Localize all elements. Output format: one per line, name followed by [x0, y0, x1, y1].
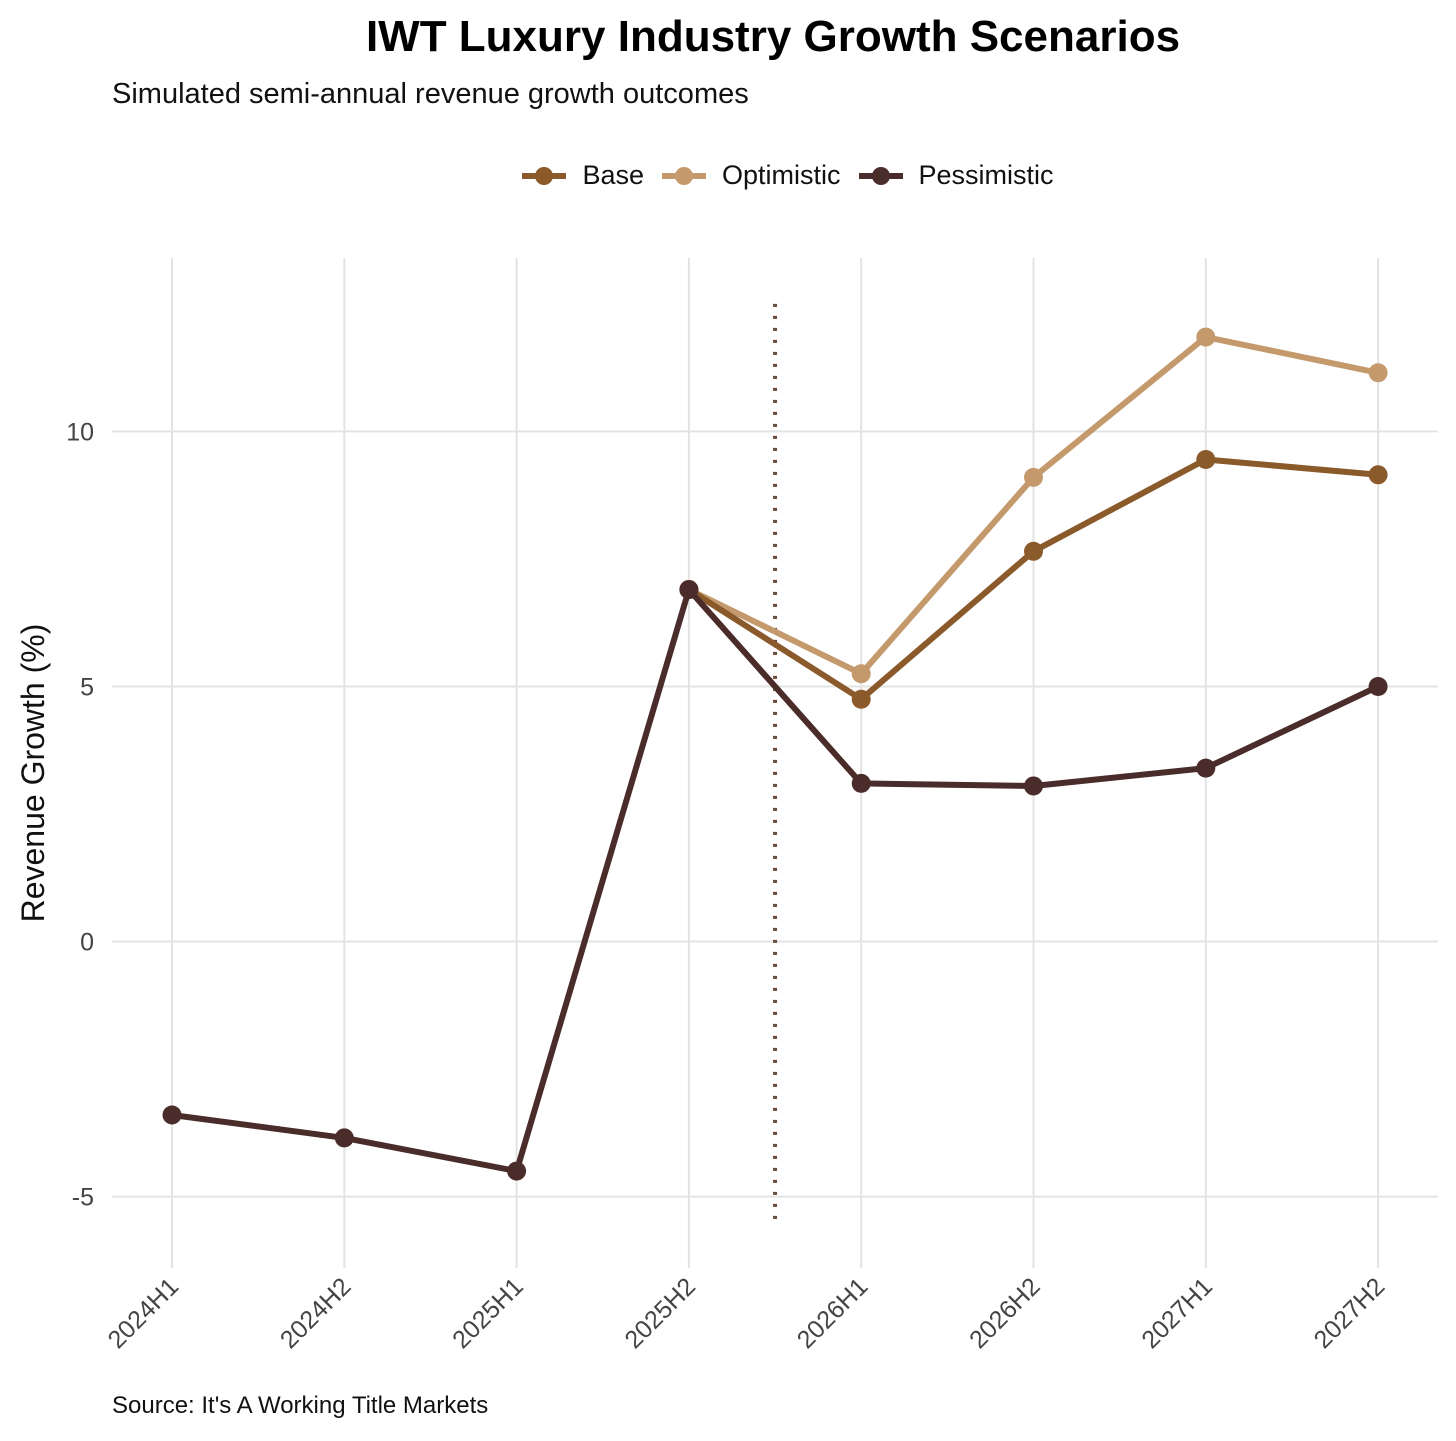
data-point-optimistic — [851, 664, 871, 684]
y-tick-label: -5 — [72, 1184, 94, 1212]
data-point-pessimistic — [1196, 758, 1216, 778]
data-point-base — [1024, 541, 1043, 561]
data-point-optimistic — [1368, 363, 1388, 383]
data-point-base — [1196, 449, 1216, 469]
data-point-pessimistic — [679, 580, 699, 600]
data-point-optimistic — [1196, 327, 1216, 347]
data-point-pessimistic — [851, 773, 871, 793]
legend-item-pessimistic: Pessimistic — [857, 160, 1054, 191]
x-tick-label: 2026H2 — [964, 1272, 1046, 1354]
chart-subtitle: Simulated semi-annual revenue growth out… — [112, 78, 749, 110]
chart-title: IWT Luxury Industry Growth Scenarios — [365, 12, 1181, 61]
x-tick-label: 2025H1 — [447, 1272, 529, 1354]
legend-key-pessimistic — [858, 166, 903, 185]
legend-label-pessimistic: Pessimistic — [918, 160, 1054, 190]
data-point-pessimistic — [507, 1161, 527, 1181]
x-tick-label: 2026H1 — [792, 1272, 874, 1354]
y-tick-label: 0 — [80, 929, 94, 957]
legend-key-base — [522, 166, 567, 185]
legend-label-optimistic: Optimistic — [722, 160, 841, 190]
x-tick-label: 2027H1 — [1136, 1272, 1218, 1354]
legend-label-base: Base — [582, 160, 644, 190]
y-tick-label: 5 — [80, 673, 94, 701]
series-line-pessimistic — [169, 586, 1382, 1175]
data-point-optimistic — [1024, 467, 1043, 487]
data-point-base — [851, 689, 871, 709]
data-point-pessimistic — [334, 1128, 354, 1148]
data-point-pessimistic — [1024, 776, 1043, 796]
data-point-base — [1368, 465, 1388, 485]
y-axis-label: Revenue Growth (%) — [15, 624, 51, 923]
x-tick-label: 2024H2 — [275, 1272, 357, 1354]
source-caption: Source: It's A Working Title Markets — [112, 1392, 489, 1419]
x-tick-label: 2027H2 — [1309, 1272, 1391, 1354]
x-tick-label: 2024H1 — [103, 1272, 185, 1354]
x-tick-label: 2025H2 — [619, 1272, 701, 1354]
data-point-pessimistic — [1368, 676, 1388, 696]
legend: Base Optimistic Pessimistic — [0, 160, 1456, 191]
legend-item-base: Base — [520, 160, 644, 191]
y-tick-label: 10 — [66, 418, 94, 446]
data-point-pessimistic — [162, 1105, 182, 1125]
legend-item-optimistic: Optimistic — [660, 160, 841, 191]
legend-key-optimistic — [662, 166, 706, 185]
